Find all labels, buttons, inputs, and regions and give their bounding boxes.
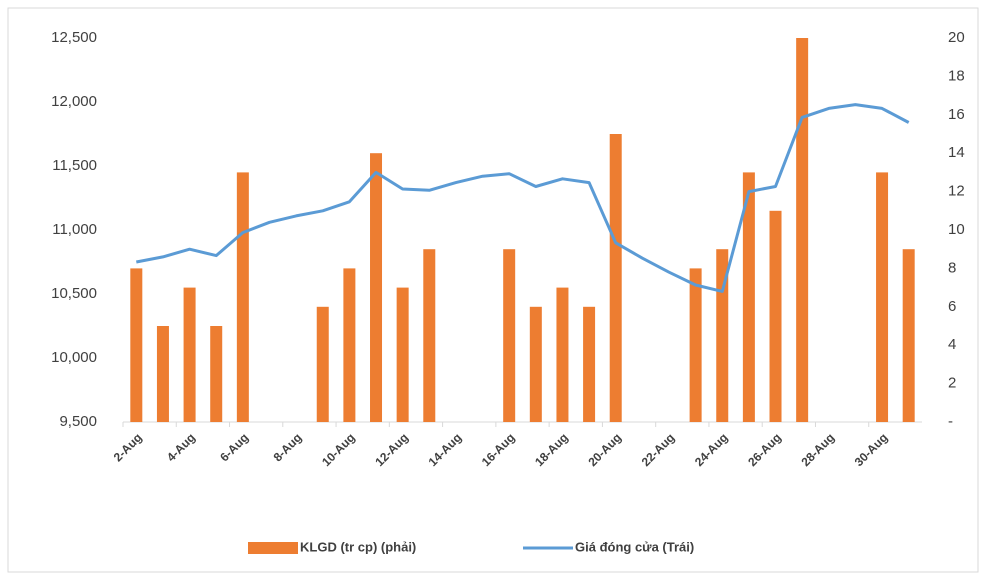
bar bbox=[156, 326, 169, 422]
bar bbox=[556, 287, 569, 422]
y-tick-label: 11,000 bbox=[52, 221, 97, 238]
y2-tick-label: 2 bbox=[948, 375, 956, 392]
legend-label: Giá đóng cửa (Trái) bbox=[575, 539, 694, 554]
bar bbox=[343, 268, 356, 422]
bar bbox=[529, 306, 542, 422]
y2-tick-label: 20 bbox=[948, 29, 965, 46]
legend-swatch bbox=[248, 542, 298, 554]
legend-label: KLGD (tr cp) (phải) bbox=[300, 539, 416, 554]
y-tick-label: 9,500 bbox=[59, 413, 97, 430]
y2-tick-label: 4 bbox=[948, 336, 956, 353]
y-tick-label: 11,500 bbox=[52, 157, 97, 174]
bar bbox=[689, 268, 702, 422]
y2-tick-label: 12 bbox=[948, 183, 965, 200]
y-tick-label: 10,500 bbox=[51, 285, 97, 302]
y2-tick-label: 10 bbox=[948, 221, 965, 238]
bar bbox=[396, 287, 409, 422]
y2-tick-label: - bbox=[948, 413, 953, 430]
y2-tick-label: 8 bbox=[948, 259, 956, 276]
bar bbox=[183, 287, 196, 422]
bar bbox=[796, 38, 809, 422]
bar bbox=[583, 306, 596, 422]
bar bbox=[742, 172, 755, 422]
bar bbox=[769, 210, 782, 422]
y-tick-label: 12,500 bbox=[51, 29, 97, 46]
bar bbox=[609, 134, 622, 422]
bar bbox=[503, 249, 516, 422]
bar bbox=[130, 268, 143, 422]
y-tick-label: 12,000 bbox=[51, 93, 97, 110]
y2-tick-label: 14 bbox=[948, 144, 965, 161]
y2-tick-label: 18 bbox=[948, 67, 965, 84]
bar bbox=[902, 249, 915, 422]
bar bbox=[716, 249, 729, 422]
y2-tick-label: 6 bbox=[948, 298, 956, 315]
chart-frame bbox=[7, 7, 979, 573]
bar bbox=[370, 153, 383, 422]
bar bbox=[423, 249, 436, 422]
bar bbox=[316, 306, 329, 422]
bar bbox=[876, 172, 889, 422]
line bbox=[136, 103, 910, 293]
y-tick-label: 10,000 bbox=[51, 349, 97, 366]
bar bbox=[236, 172, 249, 422]
bar bbox=[210, 326, 223, 422]
y2-tick-label: 16 bbox=[948, 106, 965, 123]
